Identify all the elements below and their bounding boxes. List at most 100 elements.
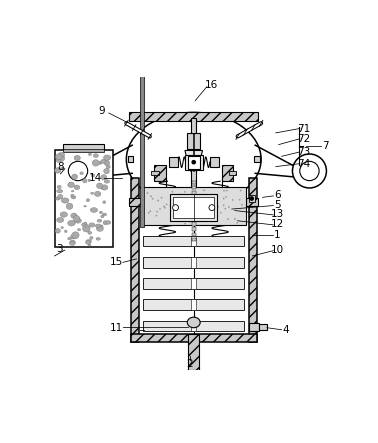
Ellipse shape — [84, 206, 86, 207]
Bar — [192, 238, 196, 241]
Ellipse shape — [209, 218, 211, 220]
Ellipse shape — [83, 225, 90, 232]
Ellipse shape — [159, 208, 161, 210]
Text: 2: 2 — [187, 359, 193, 369]
Text: 72: 72 — [297, 134, 310, 144]
Ellipse shape — [173, 205, 178, 210]
Ellipse shape — [166, 203, 167, 205]
Bar — [185, 155, 203, 170]
Ellipse shape — [197, 202, 199, 203]
Bar — [143, 321, 244, 331]
Ellipse shape — [223, 190, 225, 191]
Ellipse shape — [63, 199, 65, 201]
Bar — [192, 217, 196, 221]
Ellipse shape — [225, 196, 227, 198]
Bar — [192, 212, 196, 215]
Bar — [229, 171, 236, 175]
Ellipse shape — [187, 198, 188, 199]
Ellipse shape — [68, 161, 88, 181]
Ellipse shape — [70, 241, 75, 245]
Bar — [143, 278, 244, 289]
Bar — [192, 186, 196, 189]
Ellipse shape — [240, 190, 242, 191]
Ellipse shape — [180, 206, 182, 208]
Ellipse shape — [161, 197, 163, 198]
Ellipse shape — [188, 210, 190, 212]
Ellipse shape — [88, 231, 92, 234]
Ellipse shape — [104, 168, 109, 174]
Ellipse shape — [101, 185, 108, 190]
Bar — [191, 167, 196, 186]
Ellipse shape — [91, 192, 94, 194]
Ellipse shape — [195, 198, 197, 200]
Bar — [128, 156, 133, 162]
Ellipse shape — [82, 223, 87, 227]
Ellipse shape — [91, 174, 95, 177]
Text: 1: 1 — [274, 230, 280, 240]
Text: 8: 8 — [57, 162, 64, 171]
Ellipse shape — [68, 182, 74, 187]
Ellipse shape — [217, 206, 219, 207]
Bar — [64, 149, 104, 152]
Text: 4: 4 — [283, 325, 289, 335]
Ellipse shape — [55, 229, 60, 233]
Bar — [191, 278, 196, 289]
Ellipse shape — [234, 218, 236, 220]
Ellipse shape — [179, 194, 181, 195]
Ellipse shape — [223, 205, 225, 206]
Ellipse shape — [148, 212, 150, 214]
Ellipse shape — [101, 159, 106, 163]
Bar — [192, 207, 196, 210]
Ellipse shape — [96, 225, 104, 231]
Ellipse shape — [210, 206, 212, 208]
Ellipse shape — [203, 197, 204, 199]
Ellipse shape — [187, 196, 189, 197]
Bar — [151, 171, 159, 175]
Ellipse shape — [220, 212, 222, 214]
Ellipse shape — [195, 196, 197, 198]
Bar — [248, 323, 259, 330]
Bar — [188, 334, 199, 372]
Bar — [129, 113, 258, 120]
Ellipse shape — [202, 214, 204, 216]
Text: 16: 16 — [204, 80, 218, 89]
Bar — [254, 156, 260, 162]
Ellipse shape — [189, 221, 191, 223]
Ellipse shape — [209, 210, 211, 212]
Bar — [54, 151, 113, 247]
Ellipse shape — [88, 153, 91, 155]
Ellipse shape — [174, 206, 175, 208]
Ellipse shape — [172, 191, 173, 193]
Bar — [191, 321, 196, 331]
Ellipse shape — [152, 198, 153, 200]
Text: 3: 3 — [56, 244, 63, 253]
Ellipse shape — [61, 154, 95, 188]
Ellipse shape — [85, 241, 90, 245]
Ellipse shape — [189, 195, 191, 197]
Ellipse shape — [223, 198, 225, 199]
Ellipse shape — [211, 194, 213, 196]
Ellipse shape — [184, 191, 186, 193]
Ellipse shape — [89, 223, 95, 227]
Ellipse shape — [236, 222, 238, 224]
Ellipse shape — [149, 210, 151, 212]
Bar — [154, 165, 166, 181]
Ellipse shape — [56, 197, 60, 200]
Ellipse shape — [104, 160, 110, 166]
Ellipse shape — [102, 213, 107, 216]
Ellipse shape — [103, 201, 106, 203]
Ellipse shape — [100, 225, 103, 227]
Ellipse shape — [181, 221, 183, 222]
Ellipse shape — [97, 219, 102, 222]
Ellipse shape — [203, 190, 205, 191]
Ellipse shape — [225, 208, 226, 210]
Ellipse shape — [88, 244, 91, 246]
Ellipse shape — [71, 234, 76, 239]
Bar — [140, 70, 144, 227]
Bar — [173, 197, 214, 218]
Ellipse shape — [70, 240, 75, 245]
Text: 11: 11 — [110, 323, 123, 333]
Ellipse shape — [103, 221, 108, 225]
Ellipse shape — [101, 187, 105, 190]
Text: 7: 7 — [322, 141, 328, 151]
